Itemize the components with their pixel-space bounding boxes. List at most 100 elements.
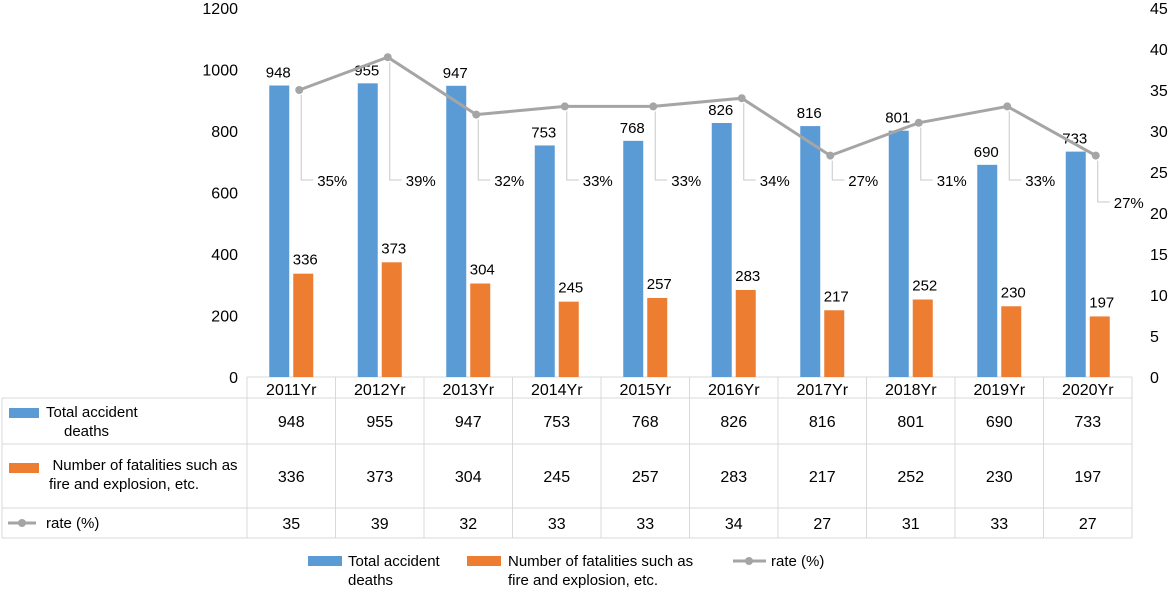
table-legend-marker — [18, 519, 26, 527]
rate-leader-line — [743, 103, 756, 181]
rate-data-label: 34% — [760, 173, 790, 190]
legend-marker — [308, 556, 342, 566]
y-right-tick-label: 5 — [1150, 329, 1159, 346]
rate-point — [737, 94, 746, 103]
rate-point — [914, 118, 923, 127]
bar-fire-fatalities — [470, 283, 491, 377]
table-cell-value: 733 — [1074, 414, 1101, 431]
table-cell-value: 690 — [986, 414, 1013, 431]
bar-data-label: 733 — [1062, 131, 1087, 148]
bar-data-label: 690 — [974, 144, 999, 161]
table-cell-value: 304 — [455, 469, 482, 486]
table-cell-value: 947 — [455, 414, 482, 431]
x-tick-label: 2016Yr — [708, 382, 760, 399]
table-cell-value: 816 — [809, 414, 836, 431]
y-left-tick-label: 800 — [211, 124, 238, 141]
bar-total-deaths — [888, 130, 909, 377]
bar-data-label: 245 — [558, 280, 583, 297]
x-tick-label: 2019Yr — [973, 382, 1025, 399]
y-right-tick-label: 30 — [1150, 124, 1168, 141]
table-row-label: Number of fatalities such as — [52, 457, 237, 474]
table-cell-value: 245 — [543, 469, 570, 486]
rate-point — [383, 53, 392, 62]
bar-fire-fatalities — [824, 310, 845, 377]
legend-label: rate (%) — [771, 553, 824, 570]
bar-data-label: 948 — [266, 64, 291, 81]
bar-data-label: 283 — [735, 268, 760, 285]
table-cell-value: 27 — [813, 516, 831, 533]
rate-data-label: 33% — [583, 173, 613, 190]
table-legend-marker — [9, 463, 39, 473]
bar-fire-fatalities — [558, 301, 579, 377]
bar-fire-fatalities — [1001, 306, 1022, 377]
y-right-tick-label: 10 — [1150, 288, 1168, 305]
table-row-label: deaths — [64, 423, 109, 440]
y-left-tick-label: 400 — [211, 247, 238, 264]
y-right-tick-label: 20 — [1150, 206, 1168, 223]
table-cell-value: 33 — [548, 516, 566, 533]
rate-point — [472, 110, 481, 119]
x-tick-label: 2015Yr — [619, 382, 671, 399]
y-right-tick-label: 25 — [1150, 165, 1168, 182]
rate-leader-line — [566, 111, 579, 181]
y-left-tick-label: 1000 — [202, 63, 238, 80]
bar-total-deaths — [357, 83, 378, 378]
x-tick-label: 2013Yr — [442, 382, 494, 399]
rate-data-label: 39% — [406, 173, 436, 190]
bar-data-label: 826 — [708, 102, 733, 119]
rate-leader-line — [1008, 111, 1022, 181]
bar-data-label: 197 — [1089, 294, 1114, 311]
rate-leader-line — [477, 119, 491, 181]
rate-leader-line — [920, 127, 933, 181]
rate-leader-line — [389, 62, 402, 181]
rate-point — [1091, 151, 1100, 160]
table-cell-value: 39 — [371, 516, 389, 533]
table-cell-value: 35 — [282, 516, 300, 533]
y-right-tick-label: 15 — [1150, 247, 1168, 264]
legend: Total accident deaths Number of fatalities… — [308, 553, 824, 589]
rate-data-label: 33% — [1025, 173, 1055, 190]
bar-total-deaths — [534, 145, 555, 377]
legend-label: deaths — [348, 572, 393, 589]
legend-label: fire and explosion, etc. — [508, 572, 658, 589]
y-left-tick-label: 200 — [211, 309, 238, 326]
x-tick-label: 2012Yr — [354, 382, 406, 399]
table-legend-marker — [9, 408, 39, 418]
y-left-tick-label: 600 — [211, 186, 238, 203]
y-right-tick-label: 0 — [1150, 370, 1159, 387]
table-cell-value: 955 — [366, 414, 393, 431]
bar-total-deaths — [446, 85, 467, 378]
table-cell-value: 32 — [459, 516, 477, 533]
bar-total-deaths — [269, 85, 290, 378]
x-tick-label: 2018Yr — [885, 382, 937, 399]
rate-line — [298, 55, 1097, 158]
axes-group: 0 200 400 600 800 1000 1200 0 5 10 15 20 25 30 35 40 45 2… — [202, 1, 1167, 399]
table-cell-value: 373 — [366, 469, 393, 486]
rate-leader-line — [654, 111, 668, 181]
rate-data-label: 27% — [1114, 195, 1144, 212]
table-row-label: fire and explosion, etc. — [49, 476, 199, 493]
bar-data-label: 768 — [620, 120, 645, 137]
legend-label: Number of fatalities such as — [508, 553, 693, 570]
table-cell-value: 252 — [897, 469, 924, 486]
table-cell-value: 801 — [897, 414, 924, 431]
x-tick-label: 2014Yr — [531, 382, 583, 399]
rate-data-label: 33% — [671, 173, 701, 190]
rate-point — [826, 151, 835, 160]
bar-fire-fatalities — [647, 297, 668, 377]
y-right-tick-label: 35 — [1150, 83, 1168, 100]
bars-group: 9483369553739473047532457682578262838162… — [266, 62, 1114, 378]
y-left-tick-label: 1200 — [202, 1, 238, 18]
rate-leader-line — [300, 95, 314, 181]
rate-data-label: 31% — [937, 173, 967, 190]
bar-data-label: 257 — [647, 276, 672, 293]
legend-marker — [745, 557, 753, 565]
bar-total-deaths — [977, 164, 998, 377]
bar-data-label: 373 — [381, 240, 406, 257]
x-tick-label: 2017Yr — [796, 382, 848, 399]
table-cell-value: 197 — [1074, 469, 1101, 486]
rate-point — [649, 102, 658, 111]
bar-data-label: 217 — [824, 288, 849, 305]
rate-leader-line — [831, 160, 845, 181]
